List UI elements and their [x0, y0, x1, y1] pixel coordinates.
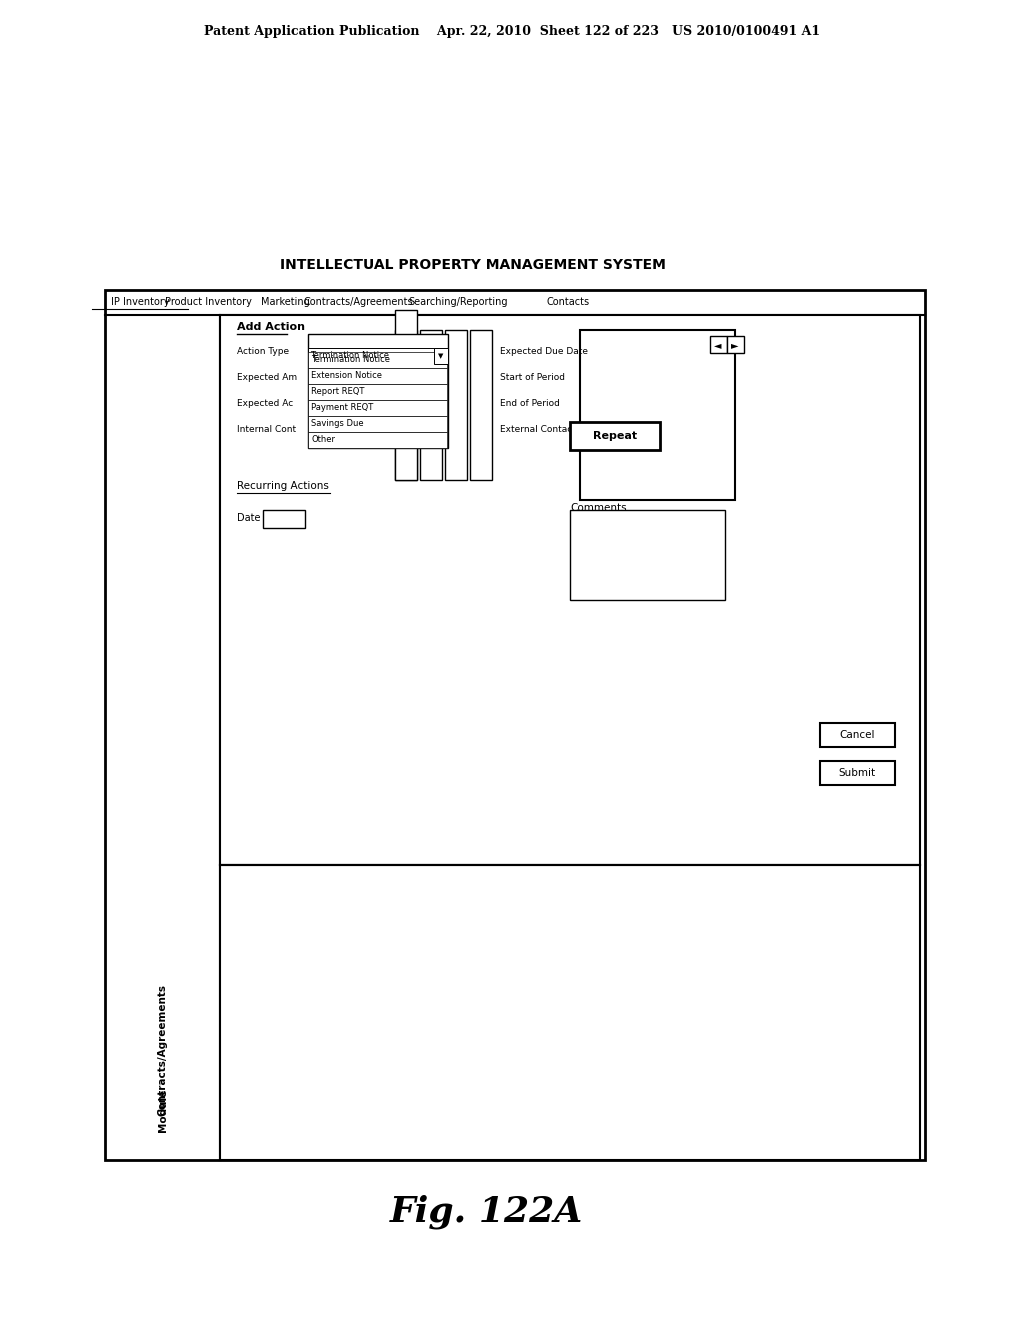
Text: Contacts: Contacts	[547, 297, 590, 308]
Bar	[310, 343, 385, 360]
Bar	[445, 330, 467, 480]
Text: Recurring Actions: Recurring Actions	[237, 480, 329, 491]
Text: Report REQT: Report REQT	[311, 388, 365, 396]
Bar	[570, 422, 660, 450]
Bar	[710, 337, 727, 352]
Text: Extension Notice: Extension Notice	[311, 371, 382, 380]
Text: IP Inventory: IP Inventory	[111, 297, 169, 308]
Text: Expected Due Date: Expected Due Date	[500, 347, 588, 356]
Bar	[308, 348, 449, 364]
Text: Action Type: Action Type	[237, 347, 289, 356]
Text: ►: ►	[731, 341, 738, 350]
Text: INTELLECTUAL PROPERTY MANAGEMENT SYSTEM: INTELLECTUAL PROPERTY MANAGEMENT SYSTEM	[280, 257, 666, 272]
Text: End of Period: End of Period	[500, 400, 560, 408]
Text: Savings Due: Savings Due	[311, 420, 364, 429]
Bar	[727, 337, 744, 352]
Text: Cancel: Cancel	[840, 730, 874, 741]
Bar	[263, 510, 305, 528]
Bar	[434, 348, 449, 364]
Bar	[220, 865, 920, 1160]
Bar	[580, 330, 735, 500]
Bar	[620, 421, 710, 440]
Text: Internal Cont: Internal Cont	[237, 425, 296, 434]
Bar	[820, 723, 895, 747]
Text: Termination Notice: Termination Notice	[311, 355, 390, 364]
Text: Contracts/Agreements: Contracts/Agreements	[303, 297, 413, 308]
Text: Fig. 122A: Fig. 122A	[390, 1195, 584, 1229]
Bar	[420, 330, 442, 480]
Bar	[308, 368, 447, 384]
Bar	[395, 310, 417, 480]
Bar	[220, 315, 920, 865]
Bar	[308, 432, 447, 447]
Text: Add Action: Add Action	[237, 322, 305, 333]
Bar	[310, 370, 385, 387]
Bar	[308, 384, 447, 400]
Bar	[310, 421, 385, 440]
Text: ◄: ◄	[715, 341, 722, 350]
Text: Patent Application Publication    Apr. 22, 2010  Sheet 122 of 223   US 2010/0100: Patent Application Publication Apr. 22, …	[204, 25, 820, 38]
Text: ▼: ▼	[438, 352, 443, 359]
Text: Contracts/Agreements: Contracts/Agreements	[158, 983, 168, 1115]
Text: Marketing: Marketing	[261, 297, 309, 308]
Bar	[620, 395, 710, 413]
Text: Date: Date	[237, 513, 260, 523]
Bar	[395, 330, 417, 480]
Bar	[308, 416, 447, 432]
Text: Comments: Comments	[570, 503, 627, 513]
Text: Payment REQT: Payment REQT	[311, 404, 374, 412]
Text: Searching/Reporting: Searching/Reporting	[409, 297, 508, 308]
Text: Start of Period: Start of Period	[500, 374, 565, 383]
Bar	[310, 395, 385, 413]
Text: Other: Other	[311, 436, 335, 445]
Text: Termination Notice: Termination Notice	[310, 351, 389, 360]
Bar	[308, 352, 447, 368]
Bar	[570, 510, 725, 601]
Text: Expected Am: Expected Am	[237, 374, 297, 383]
Bar	[308, 400, 447, 416]
Bar	[105, 290, 925, 1160]
Bar	[308, 334, 449, 447]
Text: Expected Ac: Expected Ac	[237, 400, 293, 408]
Text: External Contact: External Contact	[500, 425, 575, 434]
Bar	[820, 762, 895, 785]
Bar	[470, 330, 492, 480]
Text: Repeat: Repeat	[593, 432, 637, 441]
Bar	[620, 343, 710, 360]
Text: Product Inventory: Product Inventory	[165, 297, 252, 308]
Text: Submit: Submit	[839, 768, 876, 777]
Text: Module: Module	[158, 1089, 168, 1131]
Bar	[620, 370, 710, 387]
